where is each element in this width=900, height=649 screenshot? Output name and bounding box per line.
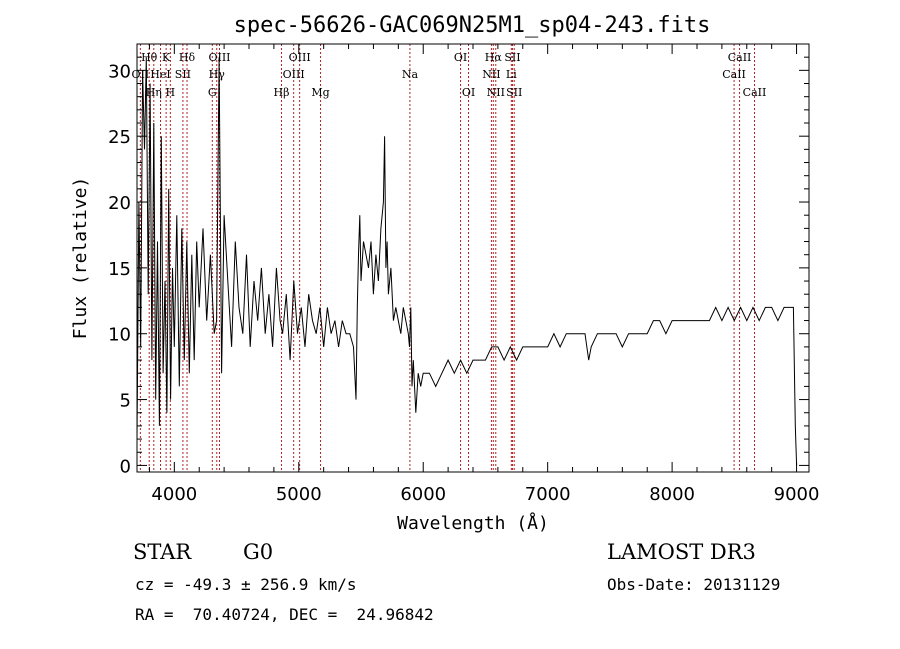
x-tick-label-9000: 9000: [774, 484, 820, 505]
x-tick-label-8000: 8000: [649, 484, 695, 505]
spectrum-line: [136, 57, 798, 466]
line-label-10: G: [208, 86, 217, 99]
object-class: STAR: [133, 540, 192, 564]
line-label-26: CaII: [743, 86, 767, 99]
line-label-16: OI: [454, 51, 467, 64]
chart-title: spec-56626-GAC069N25M1_sp04-243.fits: [234, 13, 711, 38]
line-label-21: Li: [506, 68, 517, 81]
x-tick-label-7000: 7000: [525, 484, 571, 505]
coordinates: RA = 70.40724, DEC = 24.96842: [135, 605, 434, 624]
object-subclass: G0: [243, 540, 274, 564]
obs-date: Obs-Date: 20131129: [607, 575, 781, 594]
y-tick-label-20: 20: [108, 193, 131, 214]
y-tick-label-25: 25: [108, 127, 131, 148]
survey-name: LAMOST DR3: [607, 540, 756, 564]
y-axis: 0 5 10 15 20 25 30: [108, 56, 809, 477]
line-label-6: SII: [175, 68, 191, 81]
line-label-24: CaII: [728, 51, 752, 64]
x-axis-label: Wavelength (Å): [397, 512, 549, 534]
line-label-18: Hα: [485, 51, 503, 64]
line-label-15: Na: [402, 68, 419, 81]
y-axis-label: Flux (relative): [70, 177, 91, 340]
line-label-22: NII: [487, 86, 505, 99]
y-tick-label-30: 30: [108, 61, 131, 82]
x-tick-label-5000: 5000: [276, 484, 322, 505]
plot-frame: [136, 43, 810, 473]
line-label-0: Hθ: [141, 51, 158, 64]
line-label-1: K: [162, 51, 171, 64]
y-tick-label-15: 15: [108, 259, 131, 280]
x-tick-label-6000: 6000: [400, 484, 446, 505]
y-tick-label-5: 5: [120, 391, 131, 412]
line-label-13: Hβ: [274, 86, 290, 99]
line-label-11: OIII: [289, 51, 311, 64]
line-label-5: HeI: [150, 68, 170, 81]
line-label-19: SII: [504, 51, 520, 64]
line-markers: [139, 44, 755, 472]
line-label-9: Hγ: [209, 68, 226, 81]
line-label-4: Hη: [146, 86, 162, 99]
redshift-readout: cz = -49.3 ± 256.9 km/s: [135, 575, 357, 594]
line-label-20: NII: [482, 68, 500, 81]
x-axis: 4000 5000 6000 7000 8000 9000: [148, 44, 820, 505]
line-label-17: OI: [462, 86, 475, 99]
line-label-14: Mg: [311, 86, 329, 99]
line-label-12: OIII: [283, 68, 305, 81]
line-label-3: OII: [132, 68, 150, 81]
line-label-23: SII: [506, 86, 522, 99]
line-label-7: H: [166, 86, 176, 99]
line-label-2: Hδ: [179, 51, 196, 64]
x-tick-label-4000: 4000: [151, 484, 197, 505]
line-label-25: CaII: [722, 68, 746, 81]
y-tick-label-10: 10: [108, 325, 131, 346]
y-tick-label-0: 0: [120, 456, 131, 477]
